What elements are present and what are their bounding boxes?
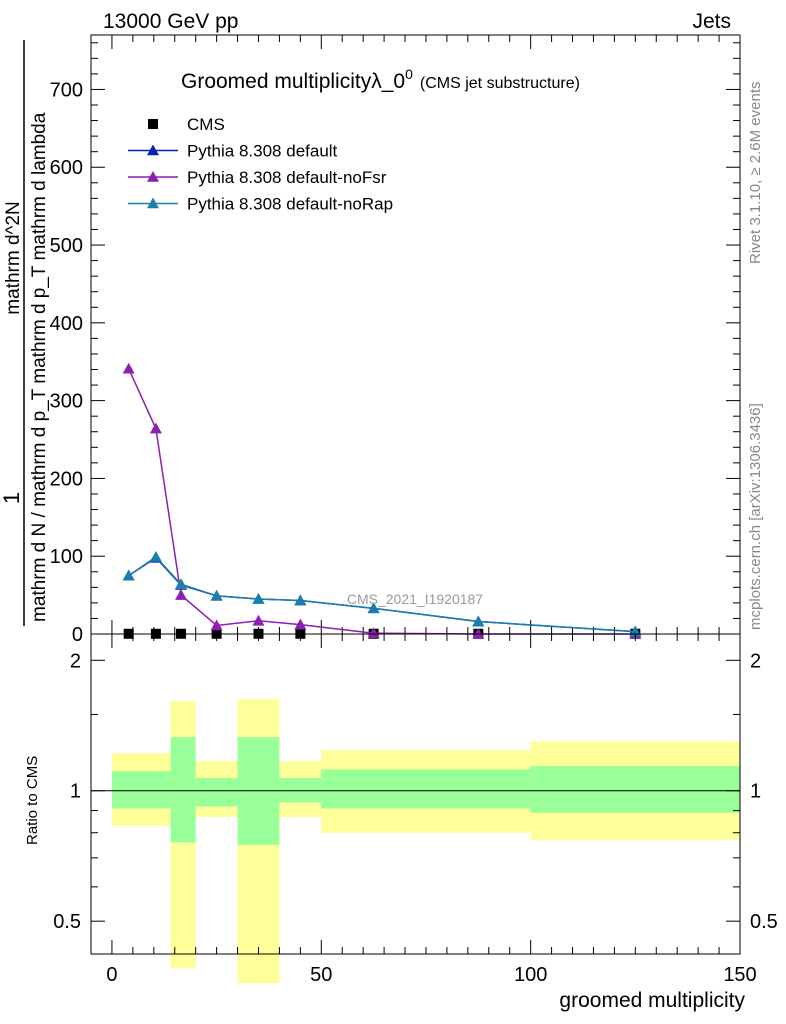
ratio-y-tick-label: 0.5 bbox=[53, 911, 81, 933]
ratio-y-tick-label: 1 bbox=[70, 781, 81, 803]
rivet-version-label: Rivet 3.1.10, ≥ 2.6M events bbox=[747, 82, 764, 265]
ratio-bands bbox=[111, 698, 740, 984]
ratio-y-tick-label-right: 0.5 bbox=[750, 911, 778, 933]
x-tick-label: 150 bbox=[723, 964, 756, 986]
main-y-tick-label: 200 bbox=[50, 468, 83, 490]
data-point bbox=[210, 619, 223, 631]
ratio-inner-band bbox=[279, 778, 322, 803]
legend-label: CMS bbox=[187, 115, 225, 134]
data-point bbox=[294, 594, 307, 606]
main-y-tick-label: 700 bbox=[50, 79, 83, 101]
legend-label: Pythia 8.308 default-noFsr bbox=[187, 168, 387, 187]
legend: CMS Pythia 8.308 default Pythia 8.308 defa… bbox=[128, 115, 393, 214]
data-point bbox=[367, 602, 380, 614]
legend-marker bbox=[147, 171, 159, 182]
legend-entry: Pythia 8.308 default-noFsr bbox=[128, 168, 387, 187]
header-energy-label: 13000 GeV pp bbox=[103, 10, 238, 33]
ratio-y-tick-label: 2 bbox=[70, 650, 81, 672]
data-point bbox=[149, 422, 162, 434]
data-point bbox=[252, 592, 265, 604]
data-point bbox=[122, 362, 135, 374]
data-point bbox=[175, 578, 188, 590]
ratio-y-axis-label: Ratio to CMS bbox=[24, 756, 41, 845]
ratio-inner-band bbox=[425, 769, 531, 809]
ratio-inner-band bbox=[195, 778, 238, 807]
ratio-inner-band bbox=[321, 769, 426, 809]
legend-entry: Pythia 8.308 default-noRap bbox=[128, 195, 393, 214]
x-axis-label: groomed multiplicity bbox=[559, 989, 745, 1012]
main-y-axis-label: 1 mathrm d^2N mathrm d N / mathrm d p_T … bbox=[0, 40, 50, 626]
data-point bbox=[472, 615, 485, 627]
main-panel: 0 100 200 300 400 500 600 700 CMS_2021_I1920187… bbox=[0, 34, 741, 646]
data-point bbox=[367, 627, 380, 639]
data-point bbox=[175, 589, 188, 600]
y-label-top: mathrm d^2N bbox=[3, 201, 24, 314]
ratio-inner-band bbox=[111, 771, 171, 809]
main-y-tick-label: 300 bbox=[50, 391, 83, 413]
main-y-tick-label: 600 bbox=[50, 157, 83, 179]
data-point bbox=[472, 628, 485, 639]
legend-label: Pythia 8.308 default bbox=[187, 142, 338, 161]
data-point bbox=[122, 569, 135, 581]
legend-marker bbox=[147, 144, 159, 156]
main-axis-ticks: 0 100 200 300 400 500 600 700 bbox=[50, 35, 741, 646]
ratio-y-tick-label-right: 1 bbox=[750, 781, 761, 803]
x-tick-label: 100 bbox=[514, 964, 547, 986]
ratio-panel: 0.5 0.5 1 1 2 2 0 50 100 150 Ratio to CMS groomed… bbox=[24, 633, 778, 1012]
x-tick-label: 0 bbox=[106, 964, 117, 986]
main-y-tick-label: 500 bbox=[50, 235, 83, 257]
y-label-denominator: mathrm d N / mathrm d p_T mathrm d p_T m… bbox=[29, 112, 50, 622]
ratio-inner-band bbox=[530, 766, 740, 813]
series-3 bbox=[122, 550, 642, 637]
ratio-panel-frame bbox=[90, 633, 741, 955]
ratio-inner-band bbox=[170, 737, 196, 843]
legend-entry: CMS bbox=[148, 115, 225, 134]
data-point bbox=[149, 550, 162, 562]
legend-marker bbox=[147, 197, 159, 209]
header-category-label: Jets bbox=[692, 10, 731, 33]
data-point bbox=[252, 614, 265, 626]
x-tick-label: 50 bbox=[310, 964, 332, 986]
ratio-y-tick-label-right: 2 bbox=[750, 650, 761, 672]
main-y-tick-label: 100 bbox=[50, 546, 83, 568]
legend-marker bbox=[148, 119, 158, 129]
ratio-axis-ticks: 0.5 0.5 1 1 2 2 0 50 100 150 bbox=[53, 634, 778, 986]
analysis-watermark: CMS_2021_I1920187 bbox=[347, 591, 483, 607]
data-point bbox=[294, 618, 307, 630]
legend-entry: Pythia 8.308 default bbox=[128, 142, 338, 161]
main-y-tick-label: 0 bbox=[72, 624, 83, 646]
main-y-tick-label: 400 bbox=[50, 313, 83, 335]
mcplots-url-label: mcplots.cern.ch [arXiv:1306.3436] bbox=[747, 403, 764, 630]
legend-label: Pythia 8.308 default-noRap bbox=[187, 195, 393, 214]
data-point bbox=[210, 589, 223, 601]
chart-title: Groomed multiplicityλ_00(CMS jet substru… bbox=[181, 66, 580, 93]
y-label-numerator: 1 bbox=[0, 492, 24, 504]
